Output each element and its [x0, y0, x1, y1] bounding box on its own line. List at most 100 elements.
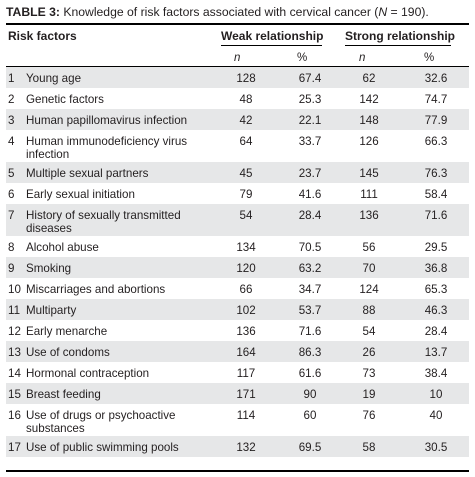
risk-factor-name: History of sexually transmitted diseases — [26, 209, 181, 235]
strong-n-value: 56 — [362, 241, 376, 254]
weak-n-value: 120 — [236, 262, 256, 275]
table-row: 10 Miscarriages and abortions 66 34.7 124 65.… — [6, 278, 469, 299]
strong-pct-value: 10 — [429, 388, 443, 401]
weak-n-value: 66 — [239, 283, 253, 296]
row-index: 10 — [8, 283, 21, 296]
header-strong-pct: % — [424, 52, 435, 64]
weak-n-value: 48 — [239, 93, 253, 106]
weak-n-value: 128 — [236, 72, 256, 85]
row-index: 8 — [8, 241, 15, 254]
weak-pct-value: 34.7 — [298, 283, 322, 296]
strong-header-underline — [345, 45, 451, 46]
row-index: 11 — [8, 304, 21, 317]
weak-pct-value: 71.6 — [298, 325, 322, 338]
strong-n-value: 124 — [359, 283, 379, 296]
table-row: 17 Use of public swimming pools 132 69.5 58 3… — [6, 436, 469, 457]
weak-pct-value: 60 — [303, 409, 317, 422]
weak-pct-value: 90 — [303, 388, 317, 401]
strong-pct-value: 74.7 — [424, 93, 448, 106]
row-index: 12 — [8, 325, 21, 338]
row-index: 3 — [8, 114, 15, 127]
risk-factor-name: Breast feeding — [26, 388, 101, 401]
row-index: 13 — [8, 346, 21, 359]
row-index: 9 — [8, 262, 15, 275]
risk-factor-name: Multiple sexual partners — [26, 167, 149, 180]
row-index: 1 — [8, 72, 15, 85]
table-row: 3 Human papillomavirus infection 42 22.1 148… — [6, 109, 469, 130]
table-caption: TABLE 3: Knowledge of risk factors assoc… — [6, 4, 469, 20]
table-row: 5 Multiple sexual partners 45 23.7 145 76.3 — [6, 162, 469, 183]
weak-pct-value: 22.1 — [298, 114, 322, 127]
top-rule — [6, 23, 469, 25]
table-row: 14 Hormonal contraception 117 61.6 73 38.4 — [6, 362, 469, 383]
weak-n-value: 114 — [236, 409, 256, 422]
table-row: 8 Alcohol abuse 134 70.5 56 29.5 — [6, 236, 469, 257]
caption-n-value: = 190). — [387, 5, 429, 19]
header-weak-relationship: Weak relationship — [221, 29, 324, 43]
table-row: 12 Early menarche 136 71.6 54 28.4 — [6, 320, 469, 341]
strong-pct-value: 40 — [429, 409, 443, 422]
strong-n-value: 19 — [362, 388, 376, 401]
weak-pct-value: 70.5 — [298, 241, 322, 254]
strong-pct-value: 58.4 — [424, 188, 448, 201]
weak-pct-value: 28.4 — [298, 209, 322, 222]
header-weak-n: n — [234, 52, 241, 64]
risk-factor-name: Miscarriages and abortions — [26, 283, 166, 296]
row-index: 2 — [8, 93, 15, 106]
risk-factor-name: Use of drugs or psychoactive substances — [26, 409, 176, 435]
weak-pct-value: 86.3 — [298, 346, 322, 359]
risk-factor-name: Human papillomavirus infection — [26, 114, 188, 127]
header-risk-factors: Risk factors — [8, 29, 77, 43]
weak-pct-value: 53.7 — [298, 304, 322, 317]
weak-n-value: 64 — [239, 135, 253, 148]
risk-factor-name: Genetic factors — [26, 93, 104, 106]
risk-factor-name: Smoking — [26, 262, 72, 275]
risk-factor-name: Early sexual initiation — [26, 188, 135, 201]
row-index: 15 — [8, 388, 21, 401]
strong-pct-value: 65.3 — [424, 283, 448, 296]
strong-n-value: 70 — [362, 262, 376, 275]
strong-n-value: 26 — [362, 346, 376, 359]
strong-n-value: 73 — [362, 367, 376, 380]
weak-n-value: 45 — [239, 167, 253, 180]
strong-n-value: 88 — [362, 304, 376, 317]
strong-n-value: 54 — [362, 325, 376, 338]
strong-n-value: 142 — [359, 93, 379, 106]
strong-n-value: 148 — [359, 114, 379, 127]
header-weak-pct: % — [297, 52, 308, 64]
strong-pct-value: 71.6 — [424, 209, 448, 222]
strong-pct-value: 36.8 — [424, 262, 448, 275]
strong-pct-value: 46.3 — [424, 304, 448, 317]
strong-n-value: 62 — [362, 72, 376, 85]
weak-pct-value: 63.2 — [298, 262, 322, 275]
table-row: 15 Breast feeding 171 90 19 10 — [6, 383, 469, 404]
header-strong-relationship: Strong relationship — [345, 29, 456, 43]
table-row: 6 Early sexual initiation 79 41.6 111 58.4 — [6, 183, 469, 204]
table-row: 2 Genetic factors 48 25.3 142 74.7 — [6, 88, 469, 109]
weak-pct-value: 23.7 — [298, 167, 322, 180]
weak-pct-value: 33.7 — [298, 135, 322, 148]
caption-label: TABLE 3: — [6, 5, 60, 19]
strong-n-value: 136 — [359, 209, 379, 222]
weak-n-value: 164 — [236, 346, 256, 359]
table-row: 1 Young age 128 67.4 62 32.6 — [6, 67, 469, 88]
risk-factor-name: Alcohol abuse — [26, 241, 99, 254]
table-row: 7 History of sexually transmitted disease… — [6, 204, 469, 236]
weak-pct-value: 67.4 — [298, 72, 322, 85]
row-index: 16 — [8, 409, 21, 422]
strong-pct-value: 76.3 — [424, 167, 448, 180]
strong-pct-value: 77.9 — [424, 114, 448, 127]
risk-factor-name: Use of public swimming pools — [26, 441, 179, 454]
weak-n-value: 136 — [236, 325, 256, 338]
weak-n-value: 171 — [236, 388, 256, 401]
weak-n-value: 79 — [239, 188, 253, 201]
strong-pct-value: 28.4 — [424, 325, 448, 338]
strong-n-value: 76 — [362, 409, 376, 422]
weak-pct-value: 61.6 — [298, 367, 322, 380]
weak-pct-value: 69.5 — [298, 441, 322, 454]
row-index: 5 — [8, 167, 15, 180]
strong-n-value: 145 — [359, 167, 379, 180]
weak-n-value: 117 — [236, 367, 256, 380]
table-row: 16 Use of drugs or psychoactive substance… — [6, 404, 469, 436]
weak-n-value: 132 — [236, 441, 256, 454]
